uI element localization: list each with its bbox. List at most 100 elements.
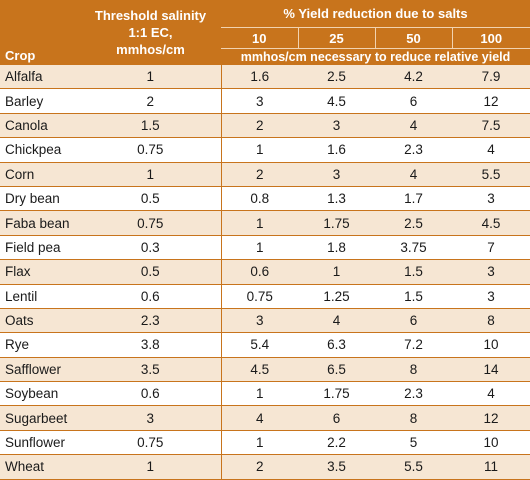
header-threshold-line2: 1:1 EC, [128,25,173,40]
table-row: Barley 2 3 4.5 6 12 [0,88,530,114]
cell-r50: 2.3 [375,137,452,163]
cell-threshold: 1 [80,454,221,480]
cell-r100: 3 [452,284,530,309]
cell-r50: 5.5 [375,454,452,480]
cell-r100: 10 [452,332,530,358]
cell-r10: 3 [220,308,298,334]
cell-crop: Lentil [0,284,80,309]
cell-r50: 3.75 [375,235,452,261]
cell-r10: 2 [220,162,298,187]
header-level-10: 10 [221,27,298,49]
cell-r100: 11 [452,454,530,480]
table-row: Flax 0.5 0.6 1 1.5 3 [0,259,530,285]
header-units-note: mmhos/cm necessary to reduce relative yi… [221,48,530,65]
cell-crop: Oats [0,308,80,334]
cell-r10: 2 [220,454,298,480]
cell-r10: 1 [220,210,298,236]
table-body: Alfalfa 1 1.6 2.5 4.2 7.9 Barley 2 3 4.5 6 12 Canola… [0,65,530,480]
cell-crop: Field pea [0,235,80,261]
cell-r25: 1 [298,259,375,285]
table-row: Alfalfa 1 1.6 2.5 4.2 7.9 [0,65,530,90]
header-level-100: 100 [451,27,530,49]
cell-r25: 3 [298,113,375,139]
cell-r25: 6.5 [298,357,375,383]
cell-crop: Barley [0,88,80,114]
cell-r25: 3.5 [298,454,375,480]
cell-threshold: 0.5 [80,259,221,285]
cell-r100: 7.5 [452,113,530,139]
cell-crop: Canola [0,113,80,139]
cell-crop: Safflower [0,357,80,383]
cell-threshold: 0.75 [80,210,221,236]
cell-r50: 6 [375,88,452,114]
cell-r10: 1 [220,235,298,261]
cell-threshold: 3.8 [80,332,221,358]
table-row: Soybean 0.6 1 1.75 2.3 4 [0,381,530,407]
cell-r100: 3 [452,259,530,285]
cell-r10: 1.6 [220,65,298,90]
cell-r50: 2.5 [375,210,452,236]
cell-r25: 4 [298,308,375,334]
cell-crop: Chickpea [0,137,80,163]
cell-r100: 4.5 [452,210,530,236]
header-threshold: Threshold salinity 1:1 EC, mmhos/cm [80,0,221,65]
cell-r100: 4 [452,137,530,163]
cell-r100: 14 [452,357,530,383]
cell-crop: Sunflower [0,430,80,456]
cell-r50: 1.7 [375,186,452,212]
table-row: Dry bean 0.5 0.8 1.3 1.7 3 [0,186,530,212]
cell-r10: 1 [220,137,298,163]
cell-threshold: 0.5 [80,186,221,212]
cell-r50: 7.2 [375,332,452,358]
cell-crop: Dry bean [0,186,80,212]
table-row: Canola 1.5 2 3 4 7.5 [0,113,530,139]
cell-r25: 1.8 [298,235,375,261]
cell-threshold: 1.5 [80,113,221,139]
cell-r10: 3 [220,88,298,114]
cell-crop: Flax [0,259,80,285]
cell-threshold: 1 [80,65,221,90]
header-crop: Crop [0,0,80,65]
cell-r10: 4.5 [220,357,298,383]
cell-r10: 0.75 [220,284,298,309]
cell-r10: 5.4 [220,332,298,358]
cell-r10: 1 [220,381,298,407]
cell-r25: 4.5 [298,88,375,114]
cell-threshold: 1 [80,162,221,187]
cell-r10: 1 [220,430,298,456]
cell-r50: 4 [375,113,452,139]
cell-threshold: 0.3 [80,235,221,261]
header-level-50: 50 [374,27,452,49]
header-threshold-line1: Threshold salinity [94,8,207,23]
cell-r25: 1.75 [298,381,375,407]
cell-r25: 3 [298,162,375,187]
cell-r50: 6 [375,308,452,334]
cell-threshold: 2.3 [80,308,221,334]
cell-r50: 1.5 [375,259,452,285]
cell-threshold: 0.75 [80,137,221,163]
table-row: Wheat 1 2 3.5 5.5 11 [0,454,530,480]
cell-r100: 5.5 [452,162,530,187]
cell-r25: 6.3 [298,332,375,358]
cell-threshold: 0.6 [80,284,221,309]
cell-r50: 2.3 [375,381,452,407]
cell-threshold: 3.5 [80,357,221,383]
table-row: Chickpea 0.75 1 1.6 2.3 4 [0,137,530,163]
cell-r100: 3 [452,186,530,212]
cell-r100: 10 [452,430,530,456]
table-row: Faba bean 0.75 1 1.75 2.5 4.5 [0,210,530,236]
cell-r50: 4 [375,162,452,187]
cell-crop: Soybean [0,381,80,407]
cell-crop: Rye [0,332,80,358]
cell-r25: 2.2 [298,430,375,456]
cell-r50: 8 [375,357,452,383]
cell-threshold: 0.75 [80,430,221,456]
cell-r25: 1.3 [298,186,375,212]
cell-crop: Alfalfa [0,65,80,90]
cell-r25: 1.75 [298,210,375,236]
cell-r50: 1.5 [375,284,452,309]
table-row: Rye 3.8 5.4 6.3 7.2 10 [0,332,530,358]
cell-threshold: 0.6 [80,381,221,407]
